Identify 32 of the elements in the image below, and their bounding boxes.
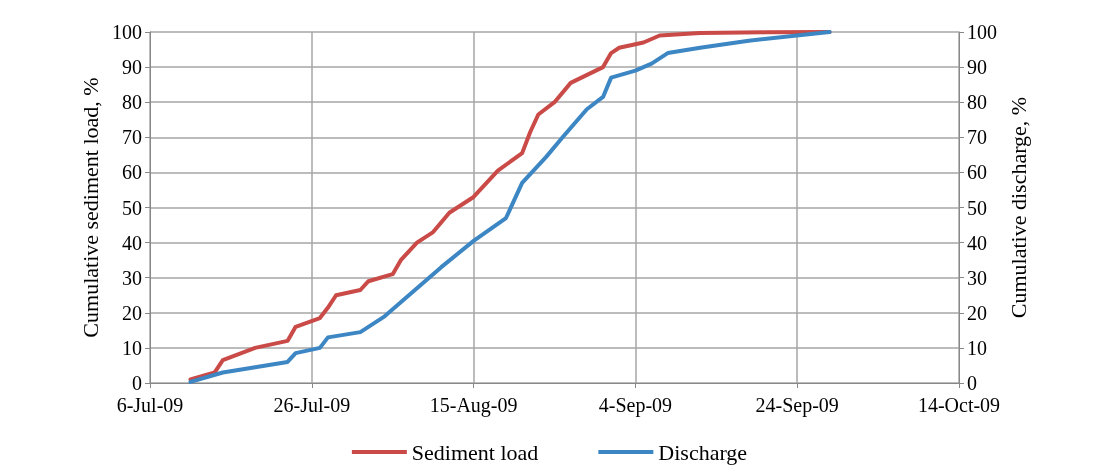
y-tick-label: 100 — [112, 21, 142, 43]
y2-tick-label: 0 — [967, 372, 977, 394]
y-tick-label: 60 — [122, 161, 142, 184]
legend-label: Discharge — [658, 439, 748, 465]
x-tick-label: 26-Jul-09 — [273, 394, 351, 416]
x-tick-label: 6-Jul-09 — [116, 394, 184, 416]
y-tick-label: 10 — [122, 336, 142, 359]
y2-tick-label: 10 — [967, 336, 987, 359]
y-axis-title: Cumulative sediment load, % — [77, 77, 103, 338]
y2-tick-label: 50 — [967, 196, 987, 219]
y-tick-label: 90 — [122, 56, 142, 79]
y2-tick-label: 60 — [967, 161, 987, 184]
y2-tick-label: 40 — [967, 231, 987, 254]
x-tick-label: 24-Sep-09 — [755, 394, 839, 417]
y-tick-label: 20 — [122, 301, 142, 324]
x-tick-label: 14-Oct-09 — [917, 394, 1001, 416]
y-tick-label: 70 — [122, 126, 142, 149]
y-tick-label: 80 — [122, 91, 142, 114]
legend-label: Sediment load — [411, 439, 539, 465]
y2-tick-label: 80 — [967, 91, 987, 114]
y2-tick-label: 100 — [967, 21, 997, 43]
y-tick-label: 0 — [132, 372, 142, 394]
x-tick-label: 15-Aug-09 — [429, 394, 518, 417]
y2-tick-label: 30 — [967, 266, 987, 289]
y-tick-label: 30 — [122, 266, 142, 289]
y-tick-label: 50 — [122, 196, 142, 219]
y-tick-label: 40 — [122, 231, 142, 254]
y2-tick-label: 70 — [967, 126, 987, 149]
y2-axis-title: Cumulative discharge, % — [1006, 96, 1032, 319]
y2-tick-label: 90 — [967, 56, 987, 79]
x-tick-label: 4-Sep-09 — [598, 394, 673, 417]
y2-tick-label: 20 — [967, 301, 987, 324]
